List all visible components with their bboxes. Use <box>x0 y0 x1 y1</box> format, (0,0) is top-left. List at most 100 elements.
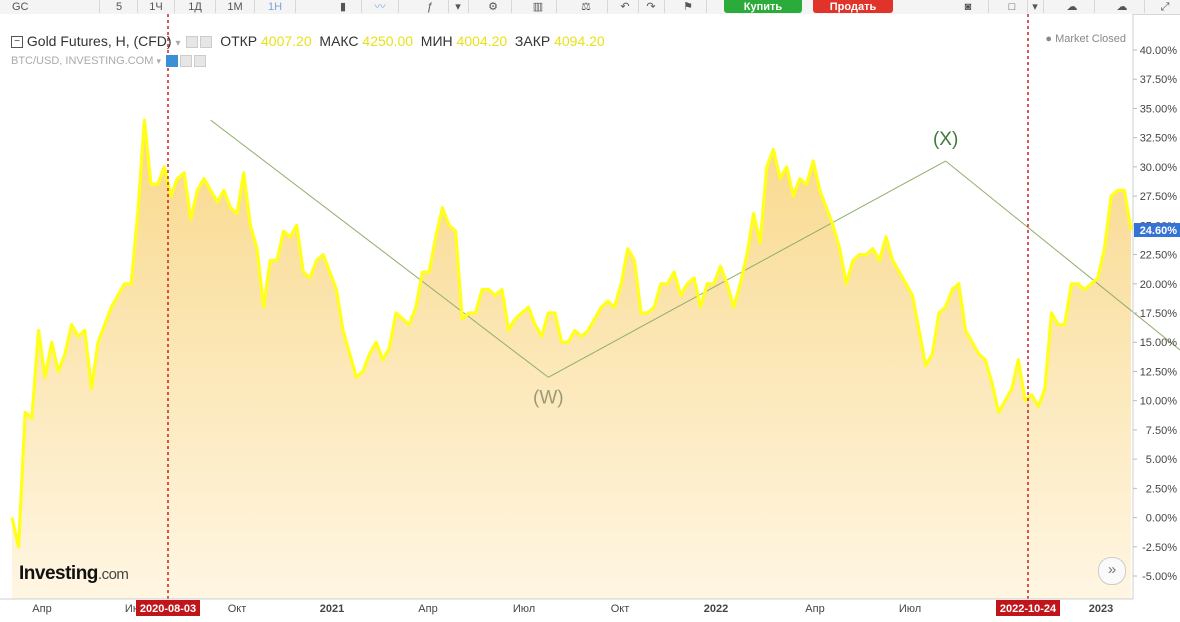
low-value: 4004.20 <box>456 33 508 49</box>
high-label: МАКС <box>319 33 359 49</box>
x-tick-label: Июл <box>513 603 535 615</box>
x-tick-label: 2022 <box>704 603 728 615</box>
volume-icon[interactable]: ▥ <box>520 0 557 13</box>
y-tick-label: 27.50% <box>1140 191 1178 203</box>
comparison-dropdown-icon[interactable]: ▾ <box>156 56 161 66</box>
market-status: ● Market Closed <box>1045 33 1126 45</box>
main-legend: − Gold Futures, Н, (CFD) ▾ ОТКР 4007.20 … <box>11 33 605 49</box>
y-tick-label: 30.00% <box>1140 162 1178 174</box>
y-tick-label: 5.00% <box>1146 454 1177 466</box>
interval-1d-button[interactable]: 1Д <box>175 0 216 13</box>
buy-button[interactable]: Купить <box>724 0 802 13</box>
market-status-text: Market Closed <box>1055 33 1126 45</box>
y-tick-label: 37.50% <box>1140 74 1178 86</box>
y-tick-label: 35.00% <box>1140 103 1178 115</box>
cloud-load-icon[interactable]: ☁ <box>1100 0 1145 13</box>
cloud-save-icon[interactable]: ☁ <box>1050 0 1095 13</box>
dropdown-icon[interactable]: ▾ <box>448 0 469 13</box>
undo-icon[interactable]: ↶ <box>612 0 639 13</box>
settings-icon[interactable]: ⚙ <box>475 0 512 13</box>
price-chart[interactable]: (W)(X)(Y) 40.00%37.50%35.00%32.50%30.00%… <box>0 14 1180 622</box>
open-label: ОТКР <box>220 33 258 49</box>
close-value: 4094.20 <box>554 33 605 49</box>
comparison-close-icon[interactable] <box>194 55 207 68</box>
y-tick-label: 32.50% <box>1140 133 1178 145</box>
series-line-layer <box>10 118 1133 549</box>
x-axis[interactable]: Апр Ию Окт 2021 Апр Июл Окт 2022 Апр Июл 20232020-… <box>32 600 1113 616</box>
current-value-badge <box>1134 223 1180 238</box>
interval-1h-button[interactable]: 1Ч <box>138 0 175 13</box>
wave-segment <box>945 160 1180 351</box>
y-tick-label: 10.00% <box>1140 396 1178 408</box>
interval-5-button[interactable]: 5 <box>101 0 138 13</box>
y-tick-label: 12.50% <box>1140 366 1178 378</box>
alert-icon[interactable]: ⚑ <box>670 0 707 13</box>
x-tick-label: Апр <box>805 603 824 615</box>
wave-lines <box>210 119 1180 378</box>
y-tick-label: 40.00% <box>1140 45 1178 57</box>
series-title[interactable]: Gold Futures, Н, (CFD) <box>26 33 172 49</box>
x-tick-label: 2023 <box>1089 603 1113 615</box>
y-tick-label: 20.00% <box>1140 279 1178 291</box>
close-label: ЗАКР <box>514 33 551 49</box>
x-tick-label: 2021 <box>320 603 344 615</box>
x-tick-label: Апр <box>418 603 437 615</box>
y-tick-label: 17.50% <box>1140 308 1178 320</box>
comparison-settings-icon[interactable] <box>180 55 193 68</box>
date-markers <box>167 14 1029 599</box>
settings-icon[interactable] <box>200 36 213 49</box>
date-marker-label-1: 2022-10-24 <box>1000 603 1057 615</box>
wave-labels: (W)(X)(Y) <box>533 129 958 408</box>
date-marker-badge-1 <box>996 600 1060 616</box>
date-marker-badge-0 <box>136 600 200 616</box>
x-tick-label: Июл <box>899 603 921 615</box>
investing-logo: Investing.com <box>19 563 129 585</box>
y-tick-label: 15.00% <box>1140 337 1178 349</box>
fullscreen-icon[interactable]: ⤢ <box>1160 0 1170 13</box>
wave-label-0: (W) <box>533 387 564 408</box>
layout-icon[interactable]: □ <box>997 0 1028 13</box>
layout-dropdown-icon[interactable]: ▾ <box>1027 0 1044 13</box>
logo-suffix: .com <box>97 566 129 583</box>
x-tick-label: Окт <box>611 603 630 615</box>
sell-button[interactable]: Продать <box>813 0 893 13</box>
wave-segment <box>548 160 946 378</box>
comparison-symbol[interactable]: BTC/USD, INVESTING.COM <box>11 55 154 67</box>
indicators-icon[interactable]: ƒ <box>412 0 449 13</box>
candle-type-icon[interactable]: ▮ <box>325 0 362 13</box>
visibility-icon[interactable] <box>186 36 199 49</box>
area-layer <box>12 120 1131 599</box>
series-dropdown-icon[interactable]: ▾ <box>175 38 181 49</box>
x-tick-label: Апр <box>32 603 51 615</box>
wave-label-1: (X) <box>933 129 958 150</box>
area-fill <box>12 120 1131 599</box>
comparison-visibility-icon[interactable] <box>166 55 179 68</box>
high-value: 4250.00 <box>362 33 414 49</box>
y-tick-label: 7.50% <box>1146 425 1177 437</box>
date-marker-label-0: 2020-08-03 <box>140 603 196 615</box>
logo-brand: Investing <box>19 563 98 584</box>
interval-1w-button[interactable]: 1Н <box>255 0 296 13</box>
y-tick-label: 0.00% <box>1146 513 1177 525</box>
current-value-label: 24.60% <box>1140 225 1178 237</box>
y-tick-label: 2.50% <box>1146 483 1177 495</box>
collapse-legend-icon[interactable]: − <box>11 36 23 49</box>
redo-icon[interactable]: ↷ <box>638 0 665 13</box>
wave-segment <box>210 119 549 378</box>
comparison-legend: BTC/USD, INVESTING.COM ▾ <box>11 55 207 68</box>
x-tick-label: Окт <box>228 603 247 615</box>
y-tick-label: -2.50% <box>1142 542 1177 554</box>
symbol-input[interactable]: GC <box>0 0 100 13</box>
interval-1m-button[interactable]: 1М <box>216 0 255 13</box>
y-axis[interactable]: 40.00%37.50%35.00%32.50%30.00%27.50%25.0… <box>1133 45 1180 583</box>
camera-icon[interactable]: ◙ <box>948 0 989 13</box>
y-tick-label: 22.50% <box>1140 250 1178 262</box>
low-label: МИН <box>420 33 453 49</box>
series-line[interactable] <box>10 118 1133 549</box>
open-value: 4007.20 <box>261 33 312 49</box>
compare-icon[interactable]: ⚖ <box>565 0 608 13</box>
area-type-icon[interactable]: 〰 <box>362 0 399 13</box>
scroll-to-realtime-button[interactable]: » <box>1098 557 1126 585</box>
y-tick-label: -5.00% <box>1142 571 1177 583</box>
chart-toolbar: GC 5 1Ч 1Д 1М 1Н ▮ 〰 ƒ ▾ ⚙ ▥ ⚖ ↶ ↷ ⚑ Куп… <box>0 0 1180 15</box>
